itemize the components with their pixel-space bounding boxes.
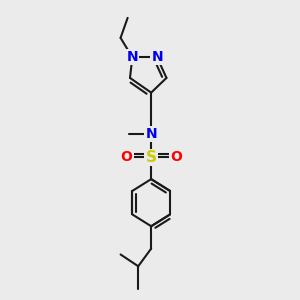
Text: O: O xyxy=(170,150,182,164)
Text: N: N xyxy=(151,50,163,64)
Text: S: S xyxy=(146,150,157,165)
Text: O: O xyxy=(121,150,132,164)
Text: N: N xyxy=(127,50,138,64)
Text: N: N xyxy=(146,127,157,141)
